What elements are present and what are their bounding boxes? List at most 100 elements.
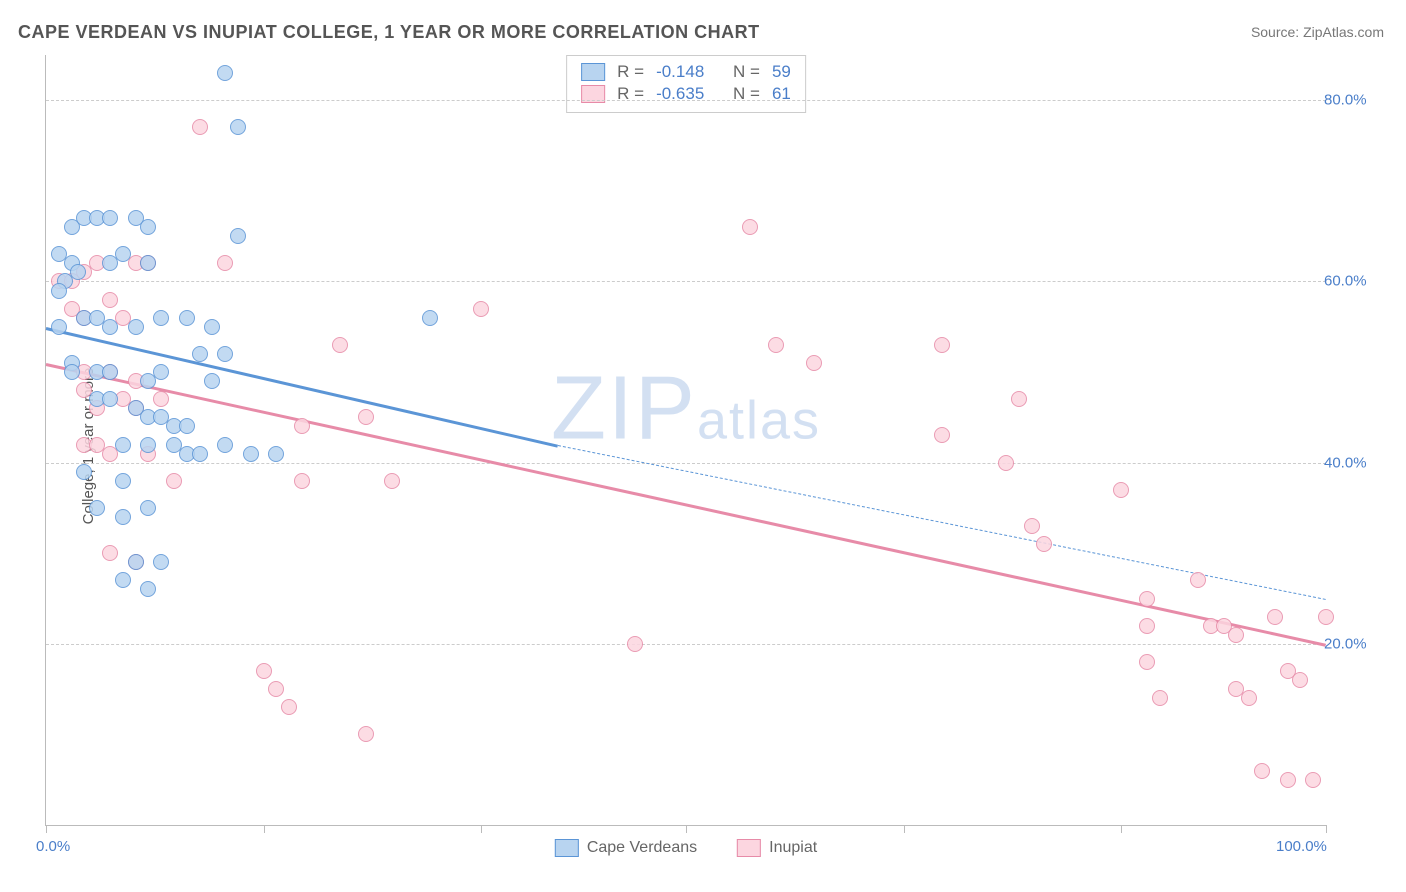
x-tick: [46, 825, 47, 833]
data-point: [268, 446, 284, 462]
data-point: [358, 409, 374, 425]
series-name-1: Cape Verdeans: [587, 839, 697, 857]
series-legend-item-1: Cape Verdeans: [555, 839, 697, 857]
x-tick-label: 0.0%: [36, 838, 70, 855]
data-point: [192, 446, 208, 462]
x-tick-label: 100.0%: [1276, 838, 1327, 855]
data-point: [294, 473, 310, 489]
data-point: [1305, 772, 1321, 788]
data-point: [102, 391, 118, 407]
data-point: [1292, 672, 1308, 688]
data-point: [192, 346, 208, 362]
data-point: [332, 337, 348, 353]
data-point: [358, 726, 374, 742]
series-name-2: Inupiat: [769, 839, 817, 857]
data-point: [1139, 618, 1155, 634]
data-point: [1139, 591, 1155, 607]
data-point: [76, 464, 92, 480]
watermark-big: ZIP: [551, 359, 697, 459]
data-point: [1152, 690, 1168, 706]
data-point: [51, 319, 67, 335]
data-point: [1036, 536, 1052, 552]
data-point: [1267, 609, 1283, 625]
data-point: [217, 65, 233, 81]
y-tick-label: 40.0%: [1324, 454, 1384, 471]
x-tick: [1326, 825, 1327, 833]
data-point: [102, 210, 118, 226]
data-point: [64, 364, 80, 380]
series-swatch-2: [737, 839, 761, 857]
series-legend-item-2: Inupiat: [737, 839, 817, 857]
data-point: [1190, 572, 1206, 588]
data-point: [1318, 609, 1334, 625]
data-point: [166, 473, 182, 489]
data-point: [115, 509, 131, 525]
data-point: [179, 418, 195, 434]
data-point: [192, 119, 208, 135]
legend-swatch-1: [581, 63, 605, 81]
data-point: [115, 473, 131, 489]
legend-n-label: N =: [733, 62, 760, 82]
data-point: [268, 681, 284, 697]
gridline-h: [46, 463, 1326, 464]
data-point: [422, 310, 438, 326]
chart-container: CAPE VERDEAN VS INUPIAT COLLEGE, 1 YEAR …: [0, 0, 1406, 892]
correlation-legend: R = -0.148 N = 59 R = -0.635 N = 61: [566, 55, 806, 113]
data-point: [217, 346, 233, 362]
legend-r-label: R =: [617, 62, 644, 82]
data-point: [115, 437, 131, 453]
data-point: [153, 554, 169, 570]
x-tick: [264, 825, 265, 833]
data-point: [140, 255, 156, 271]
data-point: [256, 663, 272, 679]
source-label: Source: ZipAtlas.com: [1251, 24, 1384, 40]
data-point: [217, 255, 233, 271]
legend-n-value-1: 59: [772, 62, 791, 82]
data-point: [204, 373, 220, 389]
data-point: [294, 418, 310, 434]
data-point: [217, 437, 233, 453]
data-point: [1011, 391, 1027, 407]
data-point: [115, 246, 131, 262]
x-tick: [904, 825, 905, 833]
data-point: [1024, 518, 1040, 534]
y-tick-label: 60.0%: [1324, 273, 1384, 290]
plot-area: ZIPatlas R = -0.148 N = 59 R = -0.635 N …: [45, 55, 1326, 826]
data-point: [230, 119, 246, 135]
regression-line: [46, 363, 1327, 647]
data-point: [89, 500, 105, 516]
data-point: [384, 473, 400, 489]
data-point: [1254, 763, 1270, 779]
data-point: [51, 283, 67, 299]
x-tick: [481, 825, 482, 833]
regression-line: [558, 445, 1326, 600]
data-point: [140, 581, 156, 597]
data-point: [153, 364, 169, 380]
legend-row-1: R = -0.148 N = 59: [581, 62, 791, 82]
data-point: [1280, 772, 1296, 788]
y-tick-label: 20.0%: [1324, 635, 1384, 652]
y-tick-label: 80.0%: [1324, 92, 1384, 109]
series-legend: Cape Verdeans Inupiat: [555, 839, 817, 857]
data-point: [230, 228, 246, 244]
data-point: [140, 219, 156, 235]
data-point: [934, 427, 950, 443]
data-point: [128, 554, 144, 570]
data-point: [1113, 482, 1129, 498]
data-point: [998, 455, 1014, 471]
watermark-small: atlas: [697, 391, 821, 451]
data-point: [742, 219, 758, 235]
x-tick: [686, 825, 687, 833]
series-swatch-1: [555, 839, 579, 857]
x-tick: [1121, 825, 1122, 833]
data-point: [102, 364, 118, 380]
data-point: [1241, 690, 1257, 706]
data-point: [243, 446, 259, 462]
data-point: [768, 337, 784, 353]
watermark: ZIPatlas: [551, 358, 821, 461]
legend-r-value-1: -0.148: [656, 62, 704, 82]
data-point: [934, 337, 950, 353]
data-point: [115, 572, 131, 588]
data-point: [204, 319, 220, 335]
data-point: [102, 319, 118, 335]
